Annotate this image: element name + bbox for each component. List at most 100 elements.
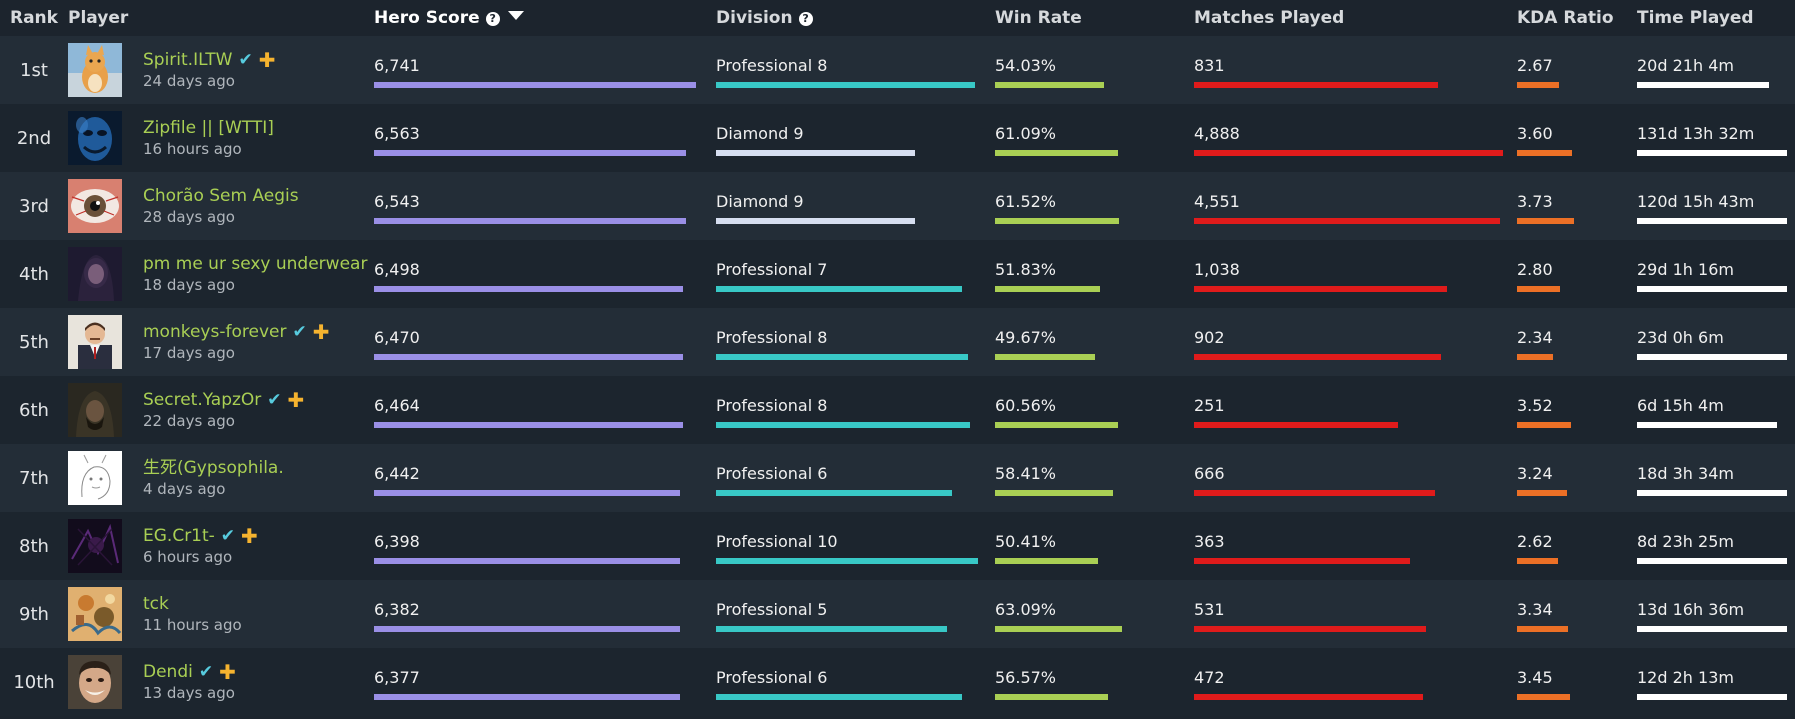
kda-ratio-bar-track — [1517, 82, 1637, 88]
kda-ratio-cell: 3.60 — [1517, 104, 1637, 172]
header-time-played[interactable]: Time Played — [1637, 0, 1795, 36]
division-bar-track — [716, 558, 995, 564]
last-match-time: 17 days ago — [143, 344, 235, 362]
header-player[interactable]: Player — [68, 0, 374, 36]
header-matches-played[interactable]: Matches Played — [1194, 0, 1517, 36]
matches-played-value: 4,888 — [1194, 124, 1240, 143]
table-row[interactable]: 4th pm me ur sexy underwear 18 days ago … — [0, 240, 1795, 308]
eye-avatar[interactable] — [68, 179, 122, 233]
dota-plus-icon: ✚ — [287, 388, 305, 412]
kda-ratio-cell: 2.62 — [1517, 512, 1637, 580]
win-rate-cell: 60.56% — [995, 376, 1194, 444]
rank-cell: 9th — [0, 580, 68, 648]
painting-avatar[interactable] — [68, 587, 122, 641]
matches-played-cell: 666 — [1194, 444, 1517, 512]
player-name-link[interactable]: Spirit.ILTW — [143, 50, 233, 70]
kda-ratio-cell: 3.52 — [1517, 376, 1637, 444]
win-rate-value: 50.41% — [995, 532, 1057, 551]
header-rank[interactable]: Rank — [0, 0, 68, 36]
win-rate-bar — [995, 422, 1118, 428]
header-kda-ratio[interactable]: KDA Ratio — [1517, 0, 1637, 36]
division-bar-track — [716, 286, 995, 292]
verified-check-icon: ✔ — [220, 526, 236, 546]
time-played-value: 20d 21h 4m — [1637, 56, 1734, 75]
table-row[interactable]: 10th Dendi ✔ ✚ 13 days ago 6,377 — [0, 648, 1795, 716]
table-row[interactable]: 1st Spirit.ILTW ✔ ✚ 24 days ago 6,741 — [0, 36, 1795, 104]
last-match-time: 16 hours ago — [143, 140, 242, 158]
purple-dark-avatar[interactable] — [68, 519, 122, 573]
kda-ratio-bar — [1517, 694, 1570, 700]
hero-score-bar — [374, 82, 696, 88]
kda-ratio-value: 3.34 — [1517, 600, 1553, 619]
rank-value: 6th — [19, 399, 49, 421]
win-rate-value: 61.09% — [995, 124, 1057, 143]
player-cell: tck 11 hours ago — [68, 580, 374, 648]
time-played-bar — [1637, 490, 1787, 496]
last-match-time: 28 days ago — [143, 208, 235, 226]
player-name-link[interactable]: 生死(Gypsophila. — [143, 458, 284, 478]
hooded-figure-avatar[interactable] — [68, 383, 122, 437]
table-row[interactable]: 5th monkeys-forever ✔ ✚ 17 days ago 6,47… — [0, 308, 1795, 376]
player-name-link[interactable]: Zipfile || [WTTI] — [143, 118, 274, 138]
time-played-cell: 6d 15h 4m — [1637, 376, 1795, 444]
player-name-link[interactable]: tck — [143, 594, 169, 614]
hero-score-bar — [374, 150, 686, 156]
kda-ratio-bar — [1517, 490, 1567, 496]
kda-ratio-cell: 2.80 — [1517, 240, 1637, 308]
header-hero-score[interactable]: Hero Score? — [374, 0, 716, 36]
win-rate-cell: 49.67% — [995, 308, 1194, 376]
player-name-line: monkeys-forever ✔ ✚ — [143, 321, 329, 343]
verified-check-icon: ✔ — [292, 322, 307, 342]
kda-ratio-bar-track — [1517, 626, 1637, 632]
hero-score-bar-track — [374, 626, 716, 632]
last-match-time: 13 days ago — [143, 684, 235, 702]
suit-man-avatar[interactable] — [68, 315, 122, 369]
rank-cell: 8th — [0, 512, 68, 580]
matches-played-bar — [1194, 286, 1447, 292]
player-name-link[interactable]: Dendi — [143, 662, 193, 682]
player-cell: pm me ur sexy underwear 18 days ago — [68, 240, 374, 308]
player-name-line: 生死(Gypsophila. — [143, 457, 284, 479]
header-win-rate[interactable]: Win Rate — [995, 0, 1194, 36]
division-bar-track — [716, 150, 995, 156]
hero-score-cell: 6,442 — [374, 444, 716, 512]
division-value: Professional 5 — [716, 600, 828, 619]
blue-face-avatar[interactable] — [68, 111, 122, 165]
grinning-man-avatar[interactable] — [68, 655, 122, 709]
player-name-link[interactable]: EG.Cr1t- — [143, 526, 215, 546]
table-row[interactable]: 7th 生死(Gypsophila. 4 days ago 6,442 — [0, 444, 1795, 512]
help-icon[interactable]: ? — [798, 11, 813, 26]
hero-score-bar-track — [374, 422, 716, 428]
player-name-link[interactable]: Chorão Sem Aegis — [143, 186, 299, 206]
division-value: Diamond 9 — [716, 124, 804, 143]
time-played-bar — [1637, 150, 1787, 156]
table-row[interactable]: 9th tck 11 hours ago 6,382 — [0, 580, 1795, 648]
win-rate-cell: 50.41% — [995, 512, 1194, 580]
player-name-link[interactable]: monkeys-forever — [143, 322, 287, 342]
dark-portrait-avatar[interactable] — [68, 247, 122, 301]
kda-ratio-bar-track — [1517, 286, 1637, 292]
player-name-link[interactable]: Secret.YapzOr — [143, 390, 262, 410]
matches-played-value: 4,551 — [1194, 192, 1240, 211]
matches-played-bar-track — [1194, 626, 1517, 632]
cat-avatar[interactable] — [68, 43, 122, 97]
table-row[interactable]: 6th Secret.YapzOr ✔ ✚ 22 days ago 6,464 — [0, 376, 1795, 444]
help-icon[interactable]: ? — [485, 11, 500, 26]
division-cell: Professional 6 — [716, 444, 995, 512]
matches-played-bar-track — [1194, 490, 1517, 496]
division-bar — [716, 422, 970, 428]
table-row[interactable]: 8th EG.Cr1t- ✔ ✚ 6 hours ago 6,398 — [0, 512, 1795, 580]
kda-ratio-cell: 2.34 — [1517, 308, 1637, 376]
player-name-link[interactable]: pm me ur sexy underwear — [143, 254, 368, 274]
table-row[interactable]: 2nd Zipfile || [WTTI] 16 hours ago 6,563 — [0, 104, 1795, 172]
division-value: Diamond 9 — [716, 192, 804, 211]
table-row[interactable]: 3rd Chorão Sem Aegis 28 days ago 6,543 — [0, 172, 1795, 240]
win-rate-cell: 61.52% — [995, 172, 1194, 240]
time-played-bar-track — [1637, 694, 1795, 700]
matches-played-value: 363 — [1194, 532, 1225, 551]
matches-played-bar — [1194, 490, 1435, 496]
header-division[interactable]: Division? — [716, 0, 995, 36]
sketch-avatar[interactable] — [68, 451, 122, 505]
matches-played-cell: 831 — [1194, 36, 1517, 104]
hero-score-bar-track — [374, 150, 716, 156]
